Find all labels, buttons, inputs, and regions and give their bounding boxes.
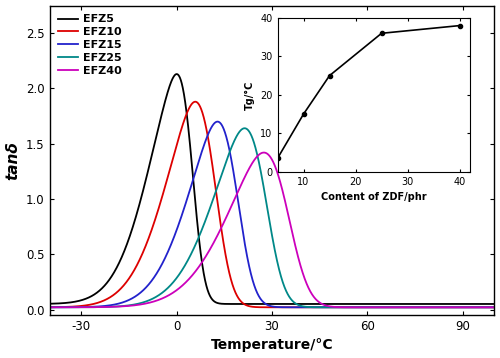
EFZ40 [492,305,498,309]
EFZ40 [236,186,242,190]
EFZ10 [327,305,333,309]
EFZ25 [124,304,130,308]
EFZ5 [218,301,224,306]
EFZ5 [236,302,242,306]
EFZ40 [435,305,441,309]
EFZ15 [492,305,498,309]
EFZ25 [217,176,223,181]
EFZ40 [426,305,432,309]
EFZ25 [435,305,441,309]
EFZ25 [386,305,392,309]
EFZ5 [46,301,52,306]
EFZ15 [349,305,355,309]
EFZ15 [435,305,441,309]
Line: EFZ5: EFZ5 [50,74,494,304]
EFZ5 [270,302,276,306]
EFZ40 [124,304,130,308]
Y-axis label: tanδ: tanδ [6,141,20,180]
EFZ15 [236,209,242,213]
EFZ10 [492,305,498,309]
EFZ15 [218,121,224,125]
EFZ10 [435,305,441,309]
EFZ5 [98,288,103,292]
Legend: EFZ5, EFZ10, EFZ15, EFZ25, EFZ40: EFZ5, EFZ10, EFZ15, EFZ25, EFZ40 [55,11,125,79]
Line: EFZ40: EFZ40 [50,153,494,307]
X-axis label: Content of ZDF/phr: Content of ZDF/phr [321,192,426,202]
EFZ15 [483,305,489,309]
Line: EFZ25: EFZ25 [50,128,494,307]
EFZ10 [46,305,52,309]
EFZ5 [435,302,441,306]
EFZ25 [242,126,248,130]
EFZ10 [192,100,198,104]
Y-axis label: Tg/°C: Tg/°C [244,80,254,110]
EFZ25 [98,305,103,309]
EFZ15 [124,299,130,303]
EFZ10 [483,305,489,309]
X-axis label: Temperature/°C: Temperature/°C [210,338,334,352]
EFZ15 [98,304,103,309]
EFZ10 [236,297,242,302]
EFZ25 [492,305,498,309]
EFZ40 [46,305,52,309]
EFZ15 [214,120,220,124]
EFZ40 [483,305,489,309]
EFZ10 [98,300,103,304]
EFZ10 [124,280,130,284]
EFZ5 [124,243,130,247]
EFZ25 [483,305,489,309]
EFZ25 [46,305,52,309]
EFZ40 [217,228,223,232]
EFZ40 [261,150,267,155]
EFZ5 [174,72,180,76]
Line: EFZ10: EFZ10 [50,102,494,307]
EFZ5 [483,302,489,306]
EFZ25 [236,130,242,134]
Line: EFZ15: EFZ15 [50,122,494,307]
EFZ40 [98,305,103,309]
EFZ10 [218,220,224,224]
EFZ15 [46,305,52,309]
EFZ5 [492,302,498,306]
